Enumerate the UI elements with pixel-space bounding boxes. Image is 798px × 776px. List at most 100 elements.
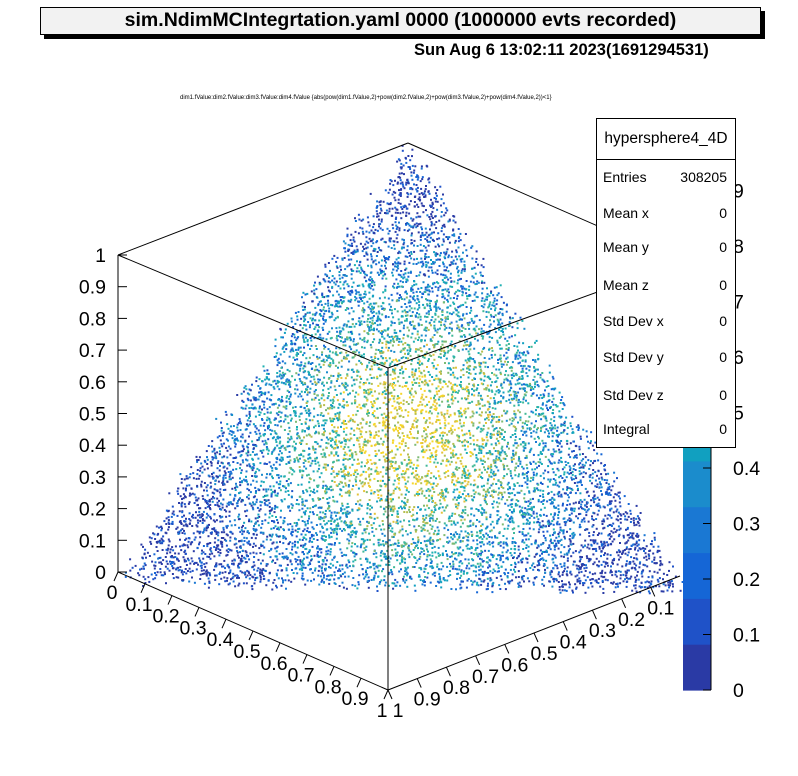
stats-key: Mean y: [603, 239, 649, 255]
stats-value: 0: [719, 387, 727, 403]
y-tick: [504, 644, 510, 654]
tick-label: 0.2: [152, 606, 179, 628]
x-tick: [329, 666, 335, 676]
tick-label: 0.1: [733, 625, 760, 647]
axis-box: [113, 142, 681, 700]
y-tick: [650, 587, 656, 597]
tick-label: 0.5: [79, 404, 106, 426]
tick-label: 0.4: [206, 629, 233, 651]
y-tick: [445, 666, 451, 677]
tick-label: 0: [95, 562, 106, 584]
y-tick: [475, 655, 481, 666]
tick-label: 5: [733, 403, 744, 425]
axis-line: [117, 254, 389, 369]
tick-label: 0.7: [472, 666, 499, 688]
x-tick: [302, 654, 308, 664]
tick-label: 0.4: [733, 458, 760, 480]
tick-label: 0.2: [733, 569, 760, 591]
tick-label: 0.9: [414, 689, 441, 711]
tick-label: 0.8: [79, 308, 106, 330]
palette-segment: [683, 552, 711, 599]
point-cloud: [124, 144, 684, 595]
tick-label: 1: [95, 245, 106, 267]
tick-label: 0.1: [125, 594, 152, 616]
y-tick: [562, 621, 568, 631]
stats-row: Std Dev x 0: [603, 313, 727, 331]
tick-label: 8: [733, 236, 744, 258]
stats-row: Integral 0: [603, 421, 727, 439]
stats-value: 0: [719, 239, 727, 255]
x-tick: [383, 689, 389, 700]
stats-row: Mean y 0: [603, 239, 727, 257]
y-tick: [533, 632, 539, 643]
draw-condition: dim1.fValue:dim2.fValue:dim3.fValue:dim4…: [180, 95, 552, 101]
tick-label: 0: [107, 582, 118, 604]
x-tick: [140, 583, 146, 594]
tick-label: 0.9: [341, 688, 368, 710]
tick-label: 9: [733, 181, 744, 203]
y-tick: [591, 609, 597, 620]
tick-label: 0.1: [647, 597, 674, 619]
tick-labels: 00.10.20.30.40.50.60.70.80.9100.10.20.30…: [79, 181, 760, 723]
tick-label: 0.3: [733, 514, 760, 536]
y-tick: [416, 678, 422, 688]
tick-label: 1: [377, 700, 388, 722]
stats-key: Integral: [603, 421, 650, 437]
stats-row: Std Dev z 0: [603, 387, 727, 405]
plot-title: sim.NdimMCIntegrtation.yaml 0000 (100000…: [40, 7, 761, 35]
x-tick: [248, 630, 254, 641]
stats-row: Std Dev y 0: [603, 349, 727, 367]
stats-key: Std Dev y: [603, 349, 664, 365]
tick-label: 0.3: [589, 620, 616, 642]
tick-label: 0.6: [501, 654, 528, 676]
x-tick: [275, 642, 281, 653]
timestamp: Sun Aug 6 13:02:11 2023(1691294531): [414, 41, 709, 59]
stats-value: 0: [719, 313, 727, 329]
tick-label: 0.7: [287, 665, 314, 687]
axis-line: [117, 142, 409, 256]
x-tick: [194, 607, 200, 617]
palette-segment: [683, 460, 711, 508]
x-tick: [356, 677, 362, 688]
tick-label: 0.2: [618, 609, 645, 631]
tick-label: 0.9: [79, 277, 106, 299]
tick-label: 0.8: [314, 676, 341, 698]
stats-value: 0: [719, 205, 727, 221]
tick-label: 0.6: [260, 653, 287, 675]
tick-label: 0.6: [79, 372, 106, 394]
tick-label: 0.4: [79, 435, 106, 457]
y-tick: [621, 598, 627, 609]
tick-label: 0.3: [79, 467, 106, 489]
tick-label: 0.8: [443, 677, 470, 699]
stats-key: Mean z: [603, 277, 649, 293]
palette-segment: [683, 506, 711, 554]
stats-name: hypersphere4_4D: [597, 119, 735, 160]
stats-key: Mean x: [603, 205, 649, 221]
stats-value: 0: [719, 349, 727, 365]
stats-row: Mean z 0: [603, 277, 727, 295]
tick-label: 7: [733, 292, 744, 314]
stats-value: 0: [719, 277, 727, 293]
tick-label: 0.7: [79, 340, 106, 362]
tick-label: 0.5: [530, 643, 557, 665]
y-tick: [387, 689, 393, 700]
stats-key: Std Dev z: [603, 387, 664, 403]
tick-label: 0.3: [179, 617, 206, 639]
tick-label: 6: [733, 347, 744, 369]
palette-segment: [683, 644, 711, 691]
stats-row: Entries 308205: [603, 169, 727, 187]
palette-segment: [683, 598, 711, 645]
stats-value: 0: [719, 421, 727, 437]
x-tick: [113, 571, 119, 582]
tick-label: 0.2: [79, 499, 106, 521]
x-tick: [221, 618, 227, 629]
stats-key: Std Dev x: [603, 313, 664, 329]
x-tick: [167, 595, 173, 605]
stats-box: hypersphere4_4D Entries 308205 Mean x 0 Mean…: [596, 118, 736, 448]
tick-label: 0.1: [79, 530, 106, 552]
stats-row: Mean x 0: [603, 205, 727, 223]
tick-label: 0: [733, 680, 744, 702]
tick-label: 1: [393, 700, 404, 722]
stats-key: Entries: [603, 169, 647, 185]
tick-label: 0.5: [233, 641, 260, 663]
